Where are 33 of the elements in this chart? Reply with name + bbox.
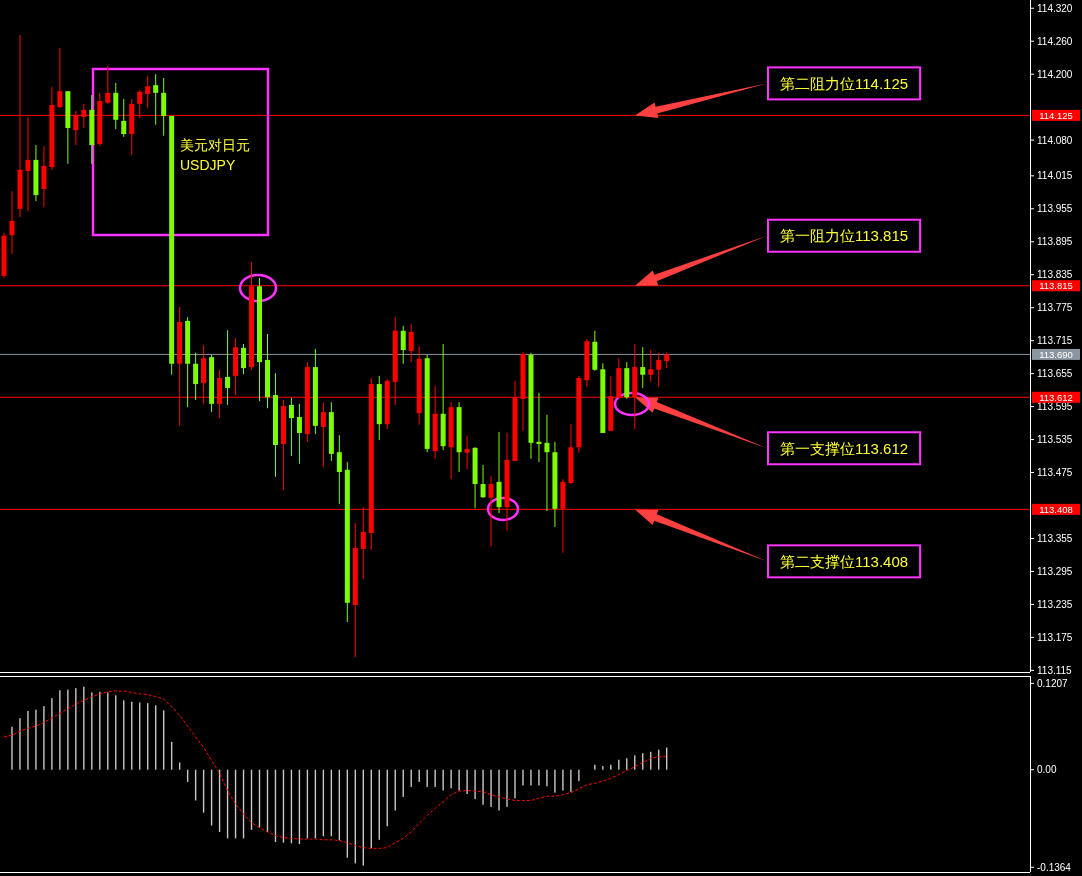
annotation: 第一支撑位113.612 [780, 439, 909, 457]
y-tick-label: 113.535 [1037, 434, 1073, 446]
text: 美元对日元 [180, 137, 250, 153]
y-tick-label: 113.775 [1037, 302, 1073, 314]
annotation: 第一阻力位113.815 [780, 227, 909, 245]
y-tick-label: 113.955 [1037, 203, 1073, 215]
y-tick-label: 113.595 [1037, 401, 1073, 413]
y-tick-label: 0.00 [1037, 764, 1057, 776]
y-tick-label: -0.1364 [1037, 861, 1072, 873]
text: USDJPY [180, 157, 236, 173]
annotation: 第二支撑位113.408 [780, 552, 909, 570]
ref-line-label: 113.612 [1039, 391, 1073, 403]
y-tick-label: 113.115 [1037, 664, 1073, 676]
y-tick-label: 114.015 [1037, 170, 1073, 182]
y-tick-label: 114.080 [1037, 134, 1073, 146]
y-tick-label: 113.715 [1037, 335, 1073, 347]
y-tick-label: 0.1207 [1037, 677, 1069, 689]
y-tick-label: 113.895 [1037, 236, 1073, 248]
y-tick-label: 114.200 [1037, 68, 1073, 80]
y-tick-label: 113.235 [1037, 598, 1073, 610]
y-tick-label: 113.295 [1037, 565, 1073, 577]
ref-line-label: 114.125 [1039, 109, 1073, 121]
y-tick-label: 113.475 [1037, 467, 1073, 479]
y-tick-label: 114.260 [1037, 35, 1073, 47]
ref-line-label: 113.690 [1039, 348, 1073, 360]
y-tick-label: 113.835 [1037, 269, 1073, 281]
ref-line-label: 113.815 [1039, 280, 1073, 292]
y-tick-label: 113.175 [1037, 631, 1073, 643]
annotation: 第二阻力位114.125 [780, 74, 909, 92]
ref-line-label: 113.408 [1039, 503, 1073, 515]
y-tick-label: 113.355 [1037, 532, 1073, 544]
y-tick-label: 114.320 [1037, 2, 1073, 14]
y-tick-label: 113.655 [1037, 368, 1073, 380]
